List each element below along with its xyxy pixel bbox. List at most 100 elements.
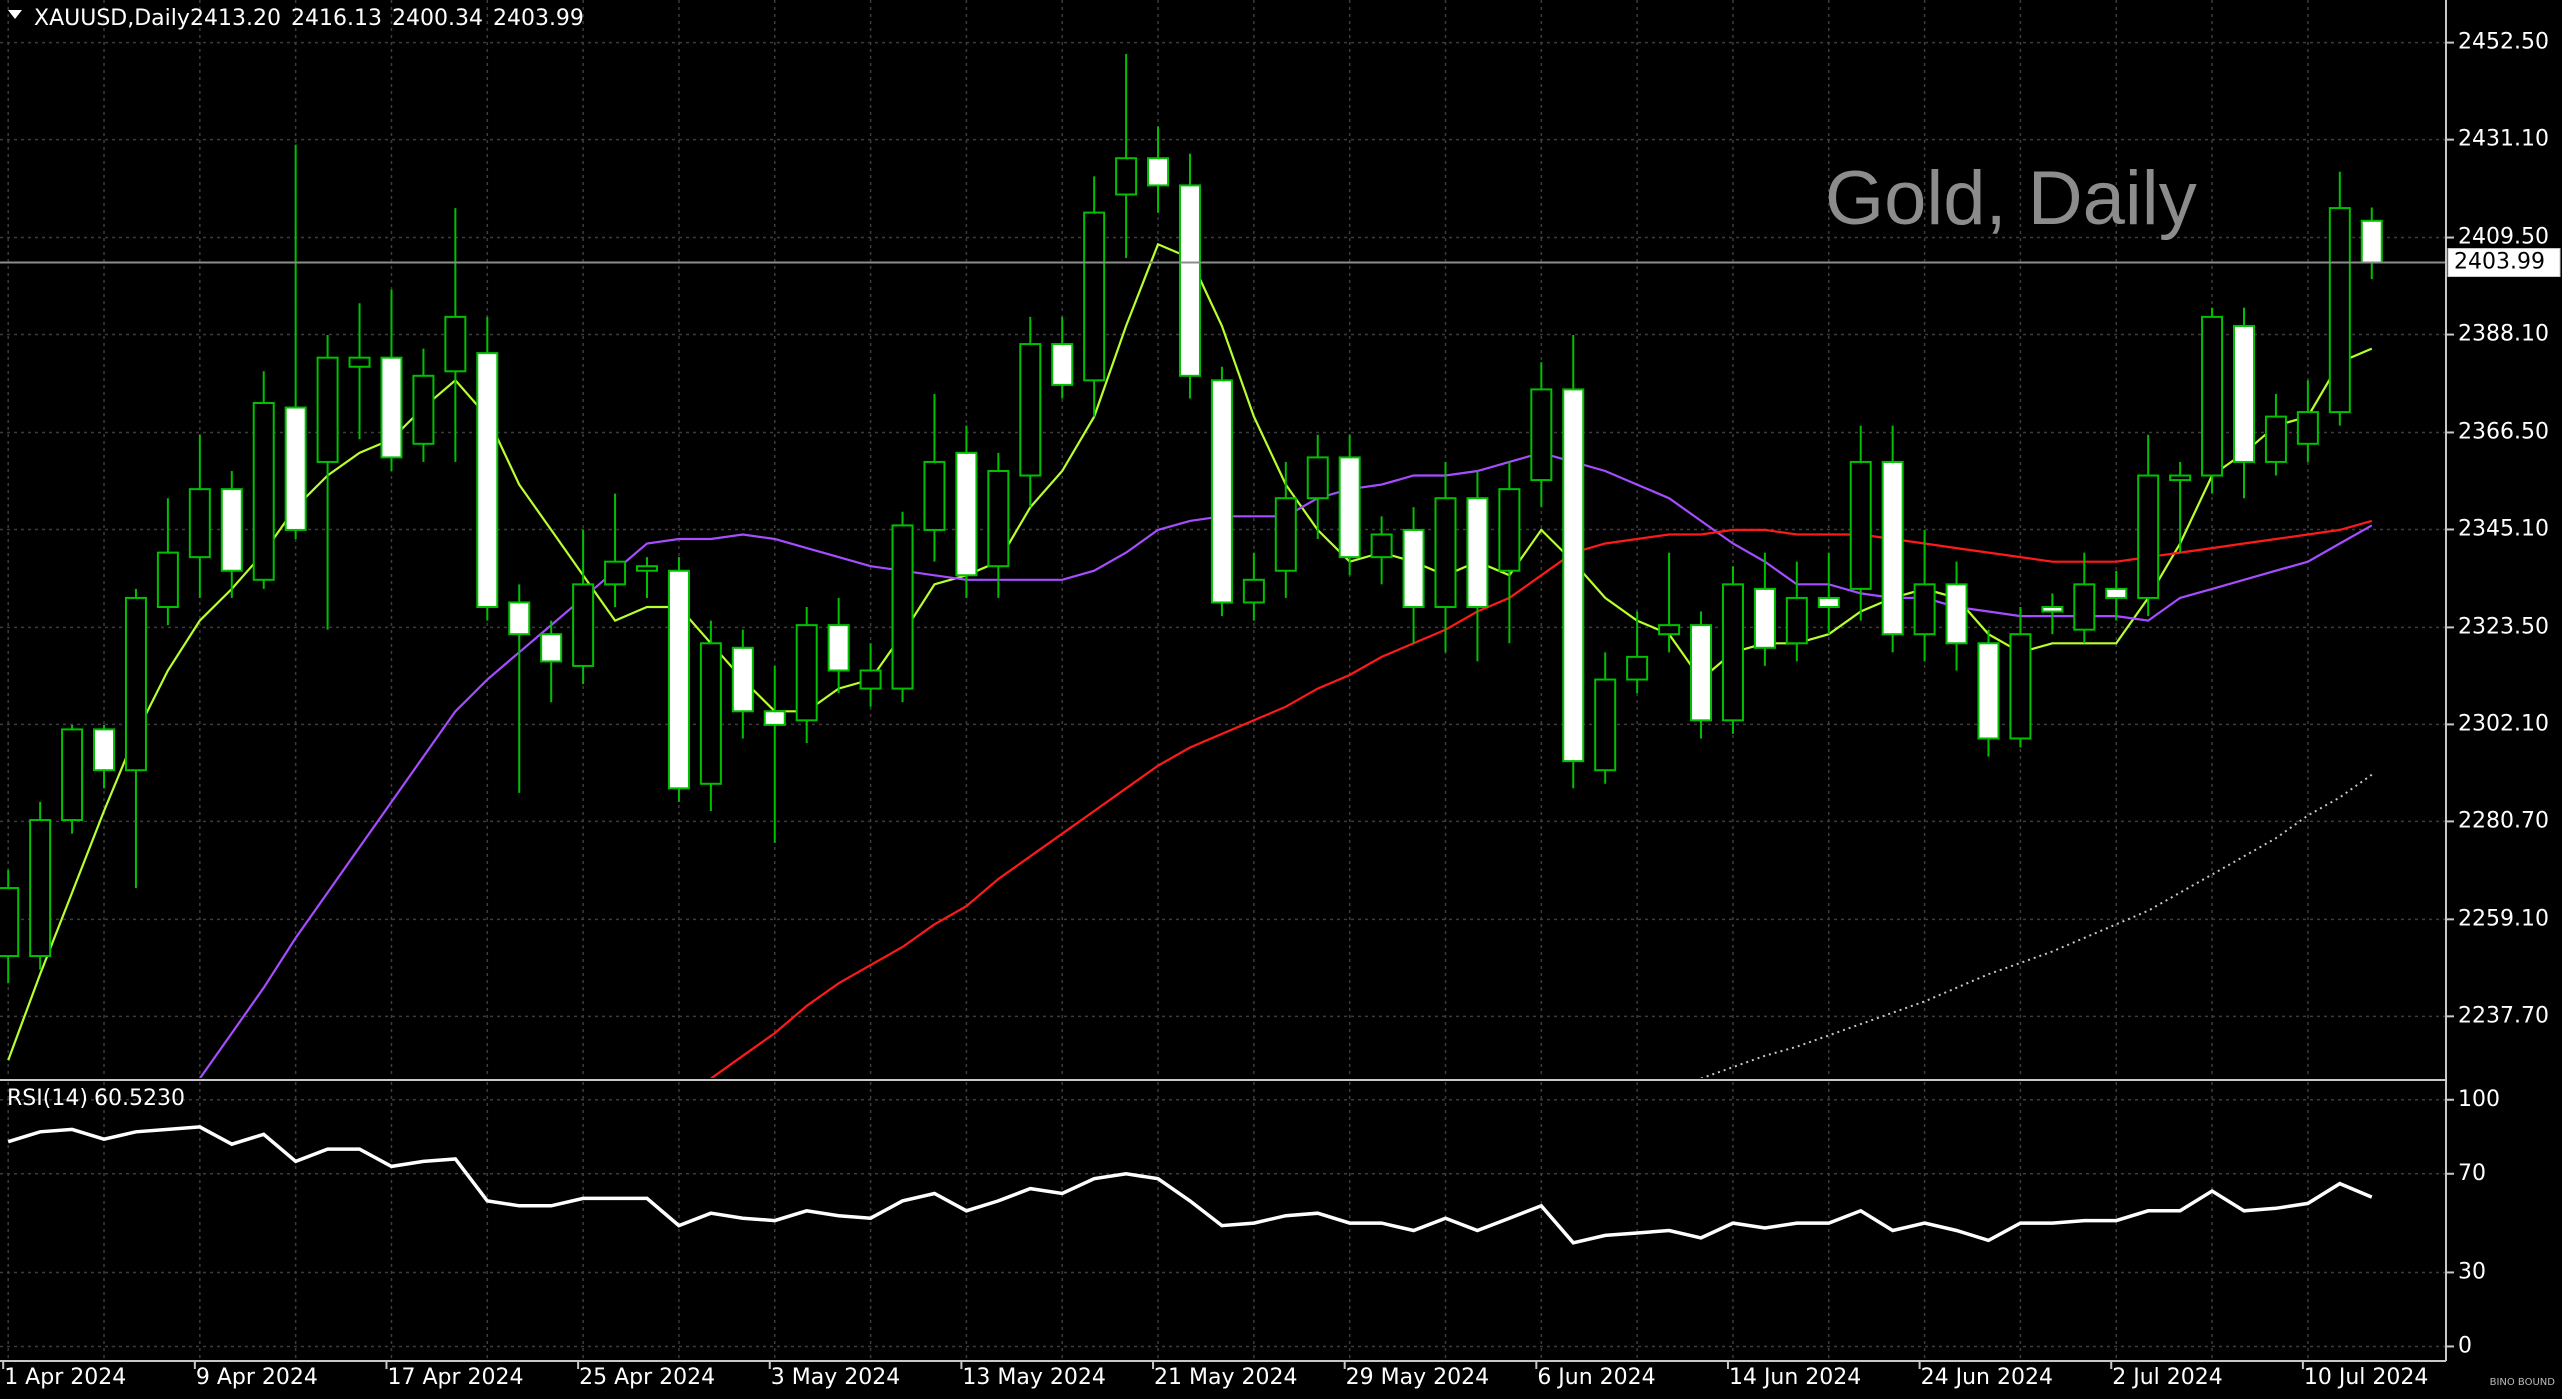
- candle-body: [1210, 379, 1233, 604]
- candle-body: [1626, 655, 1649, 681]
- high-label: 2416.13: [291, 6, 382, 31]
- candle-body: [1498, 488, 1521, 572]
- price-pane: [0, 0, 2446, 1078]
- candle-body: [380, 356, 403, 459]
- candle-body: [1913, 583, 1936, 636]
- candle-body: [2169, 474, 2192, 482]
- candle-body: [891, 524, 914, 690]
- x-tick-label: 1 Apr 2024: [4, 1365, 126, 1390]
- y-tick-label: 2431.10: [2458, 127, 2549, 152]
- x-tick-label: 6 Jun 2024: [1537, 1365, 1655, 1390]
- rsi-tick-label: 70: [2458, 1161, 2486, 1186]
- x-tick-label: 24 Jun 2024: [1921, 1365, 2053, 1390]
- candle-body: [1530, 388, 1553, 482]
- x-tick-label: 3 May 2024: [771, 1365, 900, 1390]
- collapse-arrow: [8, 10, 22, 19]
- candle-body: [604, 560, 627, 586]
- candle-body: [348, 356, 371, 368]
- candle-body: [795, 624, 818, 722]
- rsi-title: RSI(14): [7, 1086, 88, 1111]
- x-tick-label: 9 Apr 2024: [196, 1365, 318, 1390]
- candle-body: [2105, 587, 2128, 599]
- candle-body: [476, 352, 499, 608]
- candle-body: [2073, 583, 2096, 631]
- candle-body: [1721, 583, 1744, 722]
- candle-body: [667, 569, 690, 790]
- candle-body: [0, 887, 20, 958]
- candle-body: [1753, 587, 1776, 649]
- candle-body: [540, 633, 563, 663]
- candle-body: [699, 642, 722, 785]
- y-tick-label: 2323.50: [2458, 614, 2549, 639]
- candle-body: [412, 374, 435, 445]
- candle-body: [763, 710, 786, 726]
- candle-body: [1274, 497, 1297, 572]
- candle-body: [731, 646, 754, 713]
- y-tick-label: 2452.50: [2458, 30, 2549, 55]
- candle-body: [1658, 624, 1681, 636]
- watermark: Gold, Daily: [1825, 156, 2197, 241]
- candle-body: [252, 402, 275, 581]
- low-label: 2400.34: [392, 6, 483, 31]
- y-tick-label: 2345.10: [2458, 516, 2549, 541]
- x-tick-label: 21 May 2024: [1154, 1365, 1297, 1390]
- candle-body: [1242, 578, 1265, 604]
- candle-body: [284, 406, 307, 531]
- candle-body: [1051, 343, 1074, 386]
- x-tick-label: 25 Apr 2024: [579, 1365, 715, 1390]
- rsi-tick-label: 100: [2458, 1087, 2500, 1112]
- candle-body: [1562, 388, 1585, 763]
- x-tick-label: 17 Apr 2024: [387, 1365, 523, 1390]
- price-marker: [2447, 248, 2561, 278]
- moving-average: [710, 519, 2373, 1078]
- y-tick-label: 2259.10: [2458, 906, 2549, 931]
- candle-body: [1466, 497, 1489, 608]
- rsi-tick-label: 0: [2458, 1333, 2472, 1358]
- candle-body: [444, 315, 467, 373]
- candle-body: [2264, 415, 2287, 463]
- candle-body: [1977, 642, 2000, 740]
- x-tick-label: 13 May 2024: [962, 1365, 1105, 1390]
- candle-body: [1115, 157, 1138, 196]
- candle-body: [572, 583, 595, 667]
- candle-body: [316, 356, 339, 463]
- candle-body: [2360, 219, 2383, 264]
- candle-body: [1690, 624, 1713, 722]
- candle-body: [508, 601, 531, 636]
- candle-body: [93, 728, 116, 772]
- candle-body: [2137, 474, 2160, 599]
- candle-body: [1402, 528, 1425, 608]
- moving-average: [1700, 773, 2373, 1078]
- candle-body: [1785, 596, 1808, 645]
- ohlc-header: 2413.20 2416.13 2400.34 2403.99: [190, 6, 584, 31]
- y-tick-label: 2409.50: [2458, 225, 2549, 250]
- candle-body: [1019, 343, 1042, 477]
- candle-body: [1370, 533, 1393, 559]
- y-tick-label: 2237.70: [2458, 1003, 2549, 1028]
- candle-body: [1849, 460, 1872, 590]
- x-tick-label: 10 Jul 2024: [2304, 1365, 2429, 1390]
- candle-body: [1338, 456, 1361, 559]
- candle-body: [2009, 633, 2032, 740]
- candle-body: [827, 624, 850, 672]
- candle-body: [1083, 211, 1106, 382]
- candle-body: [156, 551, 179, 608]
- rsi-line: [7, 1125, 2373, 1245]
- candle-body: [1817, 596, 1840, 608]
- y-tick-label: 2388.10: [2458, 322, 2549, 347]
- rsi-pane: [0, 1082, 2446, 1361]
- candle-body: [220, 488, 243, 572]
- candle-body: [2233, 324, 2255, 463]
- candle-body: [1306, 456, 1329, 500]
- candle-body: [124, 596, 147, 772]
- candle-body: [2296, 411, 2319, 445]
- candle-body: [859, 669, 882, 690]
- y-tick-label: 2280.70: [2458, 808, 2549, 833]
- y-tick-label: 2366.50: [2458, 419, 2549, 444]
- y-tick-label: 2302.10: [2458, 711, 2549, 736]
- candle-body: [923, 460, 946, 531]
- logo: BINO BOUND: [2490, 1377, 2556, 1388]
- candle-body: [2328, 207, 2351, 414]
